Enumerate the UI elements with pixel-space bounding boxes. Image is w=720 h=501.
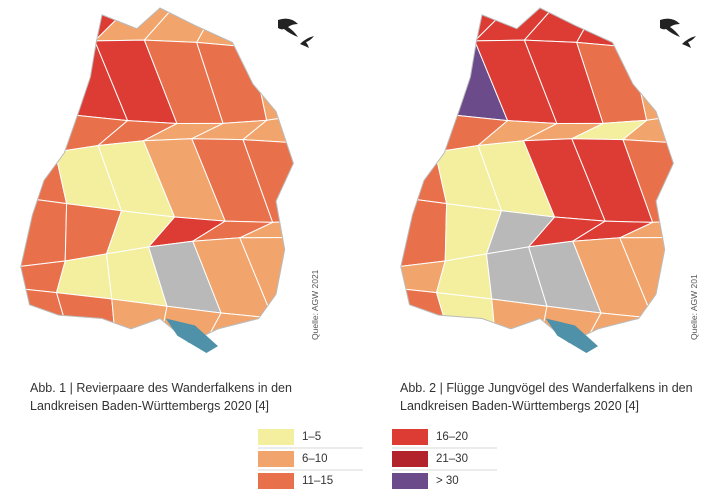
legend-label: 21–30: [436, 453, 468, 465]
legend-swatch: [392, 451, 428, 467]
caption-line: Landkreisen Baden-Württembergs 2020 [4]: [30, 399, 269, 413]
legend-label: 11–15: [302, 475, 333, 487]
legend: 1–5 6–10 11–15 16–20 21–30 > 30: [258, 429, 497, 489]
district: [621, 317, 674, 343]
legend-label: 16–20: [436, 431, 468, 443]
district: [20, 43, 77, 116]
source-note: Quelle: AGW 2021: [310, 269, 320, 340]
district: [195, 8, 258, 48]
district: [20, 8, 82, 51]
lake: [545, 318, 598, 353]
legend-swatch: [258, 451, 294, 467]
district: [435, 292, 498, 343]
district: [630, 8, 674, 55]
maps: [20, 7, 674, 353]
legend-label: 6–10: [302, 453, 328, 465]
district: [575, 8, 638, 48]
legend-swatch: [392, 473, 428, 489]
district: [400, 43, 457, 116]
district: [241, 317, 294, 343]
source-note: Quelle: AGW 201: [689, 274, 699, 340]
district: [400, 8, 462, 51]
map: [20, 8, 294, 343]
caption-line: Abb. 2 | Flügge Jungvögel des Wanderfalk…: [400, 381, 693, 395]
district: [435, 253, 493, 300]
district: [250, 8, 294, 55]
legend-label: > 30: [436, 475, 459, 487]
caption-line: Abb. 1 | Revierpaare des Wanderfalkens i…: [30, 381, 292, 395]
caption-line: Landkreisen Baden-Württembergs 2020 [4]: [400, 399, 639, 413]
legend-swatch: [258, 473, 294, 489]
legend-label: 1–5: [302, 431, 321, 443]
district: [55, 253, 113, 300]
bird-icon: [278, 18, 696, 48]
legend-swatch: [392, 429, 428, 445]
lake: [165, 318, 218, 353]
legend-swatch: [258, 429, 294, 445]
district: [55, 292, 118, 343]
map: [400, 8, 674, 343]
